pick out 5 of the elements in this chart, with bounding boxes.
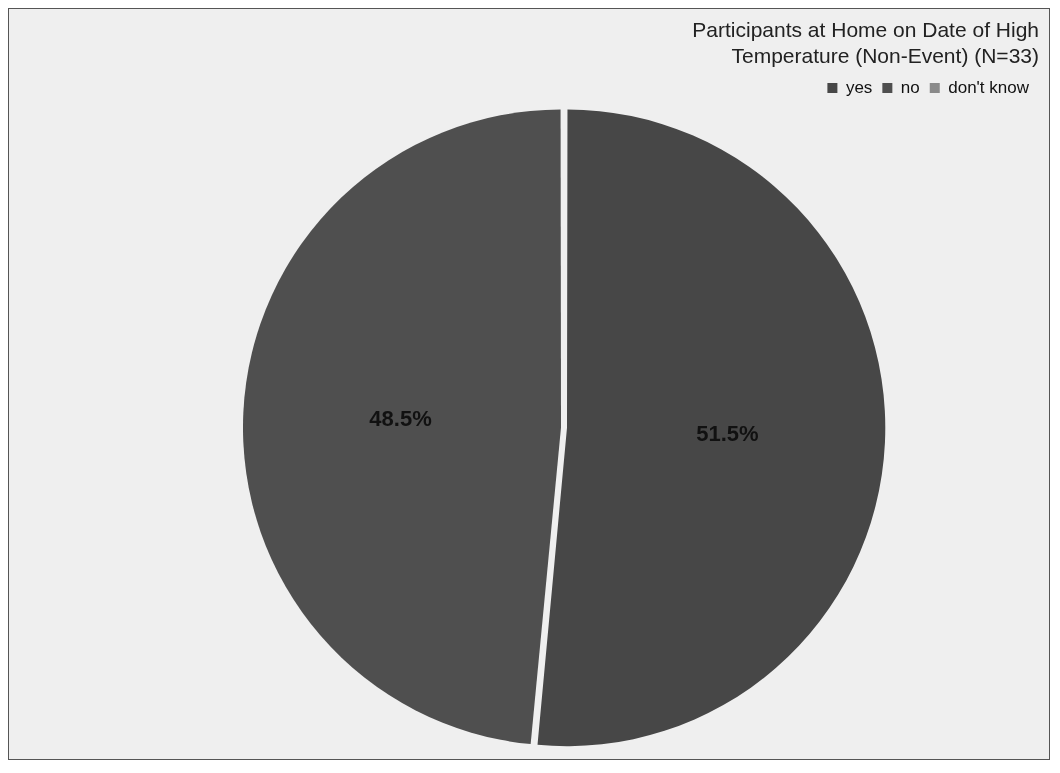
chart-title: Participants at Home on Date of High Temperature (Non-Event) (N=33) [692, 18, 1039, 67]
legend-label: no [900, 77, 920, 97]
data-label: 48.5% [369, 406, 432, 432]
legend-label: don't know [948, 77, 1030, 97]
legend-label: yes [845, 77, 873, 97]
